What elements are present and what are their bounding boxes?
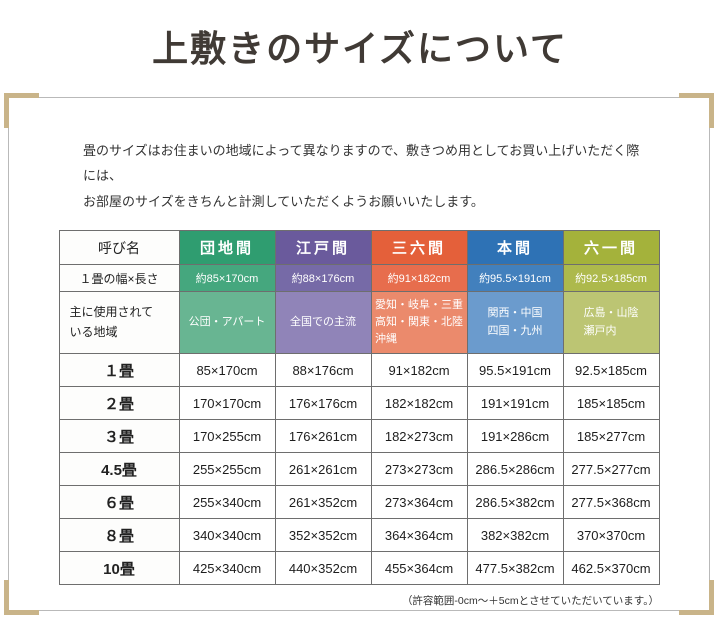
intro-line-1: 畳のサイズはお住まいの地域によって異なりますので、敷きつめ用としてお買い上げいた… (83, 143, 640, 184)
size-value-cell: 176×261cm (274, 419, 372, 454)
row-label: ３畳 (58, 419, 180, 454)
mat-size-cell: 約88×176cm (274, 264, 372, 293)
region-row-label-line-2: いる地域 (69, 324, 118, 339)
table-row-10jo: 10畳 425×340cm 440×352cm 455×364cm 477.5×… (58, 551, 660, 586)
size-value-cell: 440×352cm (274, 551, 372, 586)
size-value-cell: 286.5×286cm (466, 452, 564, 487)
intro-text: 畳のサイズはお住まいの地域によって異なりますので、敷きつめ用としてお買い上げいた… (83, 138, 649, 214)
region-row-label-line-1: 主に使用されて (69, 305, 154, 320)
size-value-cell: 191×286cm (466, 419, 564, 454)
row-header-name-label: 呼び名 (58, 230, 180, 266)
size-value-cell: 88×176cm (274, 353, 372, 388)
mat-size-cell: 約85×170cm (178, 264, 276, 293)
size-value-cell: 170×170cm (178, 386, 276, 421)
size-value-cell: 182×273cm (370, 419, 468, 454)
size-value-cell: 261×352cm (274, 485, 372, 520)
size-value-cell: 170×255cm (178, 419, 276, 454)
table-row-4-5jo: 4.5畳 255×255cm 261×261cm 273×273cm 286.5… (58, 452, 660, 487)
table-row-8jo: ８畳 340×340cm 352×352cm 364×364cm 382×382… (58, 518, 660, 553)
size-value-cell: 91×182cm (370, 353, 468, 388)
size-value-cell: 182×182cm (370, 386, 468, 421)
row-label: ２畳 (58, 386, 180, 421)
row-label: ６畳 (58, 485, 180, 520)
table-row-6jo: ６畳 255×340cm 261×352cm 273×364cm 286.5×3… (58, 485, 660, 520)
frame-corner-bottom-left-decoration (4, 580, 39, 615)
size-value-cell: 185×277cm (562, 419, 660, 454)
row-label: １畳 (58, 353, 180, 388)
size-value-cell: 95.5×191cm (466, 353, 564, 388)
content-frame: 畳のサイズはお住まいの地域によって異なりますので、敷きつめ用としてお買い上げいた… (4, 93, 714, 615)
size-value-cell: 273×364cm (370, 485, 468, 520)
size-value-cell: 92.5×185cm (562, 353, 660, 388)
frame-corner-top-left-decoration (4, 93, 39, 128)
table-row-1jo: １畳 85×170cm 88×176cm 91×182cm 95.5×191cm… (58, 353, 660, 388)
size-value-cell: 273×273cm (370, 452, 468, 487)
region-cell-rokuichima: 広島・山陰 瀬戸内 (562, 291, 660, 355)
intro-line-2: お部屋のサイズをきちんと計測していただくようお願いいたします。 (83, 193, 484, 209)
region-cell-edoma: 全国での主流 (274, 291, 372, 355)
mat-size-row: １畳の幅×長さ 約85×170cm 約88×176cm 約91×182cm 約9… (58, 264, 660, 293)
size-value-cell: 364×364cm (370, 518, 468, 553)
frame-corner-top-right-decoration (679, 93, 714, 128)
column-header-rokuichima: 六一間 (562, 230, 660, 266)
size-value-cell: 176×176cm (274, 386, 372, 421)
size-value-cell: 462.5×370cm (562, 551, 660, 586)
size-value-cell: 191×191cm (466, 386, 564, 421)
size-value-cell: 352×352cm (274, 518, 372, 553)
mat-size-row-label: １畳の幅×長さ (58, 264, 180, 293)
size-value-cell: 277.5×368cm (562, 485, 660, 520)
size-value-cell: 382×382cm (466, 518, 564, 553)
region-cell-danchima: 公団・アパート (178, 291, 276, 355)
column-header-honma: 本間 (466, 230, 564, 266)
size-value-cell: 261×261cm (274, 452, 372, 487)
table-header-row: 呼び名 団地間 江戸間 三六間 本間 六一間 (58, 230, 660, 266)
row-label: ８畳 (58, 518, 180, 553)
tolerance-note: （許容範囲-0cm〜＋5cmとさせていただいています。） (401, 595, 659, 608)
size-value-cell: 277.5×277cm (562, 452, 660, 487)
row-label: 10畳 (58, 551, 180, 586)
tatami-size-table: 呼び名 団地間 江戸間 三六間 本間 六一間 １畳の幅×長さ 約85×170cm… (58, 230, 660, 586)
table-row-3jo: ３畳 170×255cm 176×261cm 182×273cm 191×286… (58, 419, 660, 454)
size-value-cell: 340×340cm (178, 518, 276, 553)
size-value-cell: 255×255cm (178, 452, 276, 487)
size-value-cell: 286.5×382cm (466, 485, 564, 520)
region-cell-saburokuma: 愛知・岐阜・三重 高知・関東・北陸 沖縄 (370, 291, 468, 355)
mat-size-cell: 約92.5×185cm (562, 264, 660, 293)
frame-corner-bottom-right-decoration (679, 580, 714, 615)
region-row: 主に使用されて いる地域 公団・アパート 全国での主流 愛知・岐阜・三重 高知・関東… (58, 291, 660, 355)
size-value-cell: 255×340cm (178, 485, 276, 520)
size-value-cell: 477.5×382cm (466, 551, 564, 586)
column-header-danchima: 団地間 (178, 230, 276, 266)
table-row-2jo: ２畳 170×170cm 176×176cm 182×182cm 191×191… (58, 386, 660, 421)
region-cell-honma: 関西・中国 四国・九州 (466, 291, 564, 355)
size-value-cell: 85×170cm (178, 353, 276, 388)
column-header-saburokuma: 三六間 (370, 230, 468, 266)
mat-size-cell: 約91×182cm (370, 264, 468, 293)
size-value-cell: 370×370cm (562, 518, 660, 553)
page-title: 上敷きのサイズについて (152, 29, 568, 69)
column-header-edoma: 江戸間 (274, 230, 372, 266)
region-row-label: 主に使用されて いる地域 (58, 291, 180, 355)
size-value-cell: 185×185cm (562, 386, 660, 421)
mat-size-cell: 約95.5×191cm (466, 264, 564, 293)
row-label: 4.5畳 (58, 452, 180, 487)
size-value-cell: 425×340cm (178, 551, 276, 586)
size-value-cell: 455×364cm (370, 551, 468, 586)
